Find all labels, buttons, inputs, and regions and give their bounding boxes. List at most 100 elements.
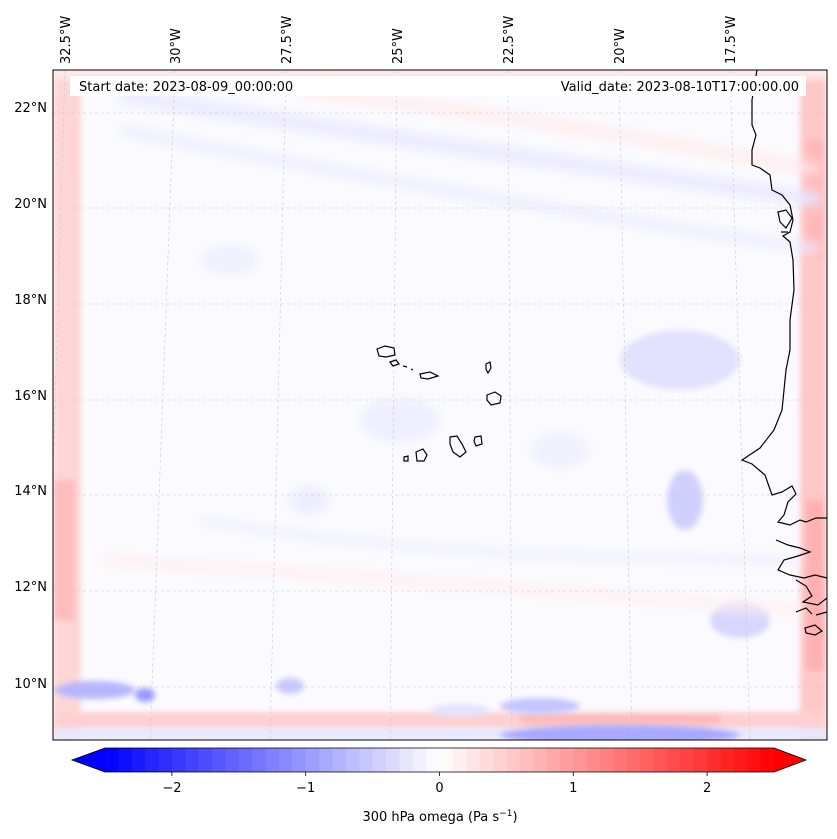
colorbar-tick-label: −1	[296, 781, 315, 796]
cape-verde-islands	[376, 345, 502, 462]
colorbar-cell	[533, 748, 548, 772]
colorbar-cell	[640, 748, 655, 772]
colorbar-cell	[479, 748, 494, 772]
lon-label: 20°W	[613, 28, 628, 64]
lon-label: 22.5°W	[502, 16, 517, 64]
lat-label: 12°N	[14, 580, 47, 595]
colorbar-cell	[506, 748, 521, 772]
colorbar-cell	[613, 748, 628, 772]
colorbar-max-extend	[774, 748, 806, 772]
colorbar-cell	[238, 748, 253, 772]
colorbar-cell	[225, 748, 240, 772]
colorbar-cell	[680, 748, 695, 772]
lon-label: 27.5°W	[280, 16, 295, 64]
longitude-labels: 32.5°W 30°W 27.5°W 25°W 22.5°W 20°W 17.5…	[59, 16, 739, 64]
colorbar-cell	[626, 748, 641, 772]
colorbar-tick-label: 2	[703, 781, 711, 796]
latitude-labels: 22°N 20°N 18°N 16°N 14°N 12°N 10°N	[14, 101, 47, 692]
colorbar-cell	[292, 748, 307, 772]
island-santa-luzia	[402, 365, 408, 368]
colorbar-tick-label: 0	[435, 781, 443, 796]
colorbar-cell	[105, 748, 119, 772]
colorbar-cell	[573, 748, 588, 772]
island-fogo	[415, 448, 428, 462]
omega-field	[53, 70, 827, 740]
omega-wave-bands	[99, 85, 821, 615]
lat-label: 18°N	[14, 293, 47, 308]
lat-label: 20°N	[14, 197, 47, 212]
island-brava	[403, 455, 409, 462]
lon-label: 25°W	[391, 28, 406, 64]
lat-label: 10°N	[14, 677, 47, 692]
colorbar-cell	[733, 748, 748, 772]
colorbar-cell	[426, 748, 441, 772]
west-africa-coastline	[740, 70, 827, 636]
island-sao-nicolau	[419, 371, 440, 380]
colorbar-cell	[760, 748, 775, 772]
map-panel: Start date: 2023-08-09_00:00:00 Valid_da…	[52, 69, 828, 741]
colorbar-tick-label: 1	[569, 781, 577, 796]
colorbar-cell	[345, 748, 360, 772]
colorbar-outline	[70, 747, 808, 773]
colorbar-cell	[185, 748, 200, 772]
map-background	[53, 70, 827, 740]
colorbar-cell	[720, 748, 735, 772]
colorbar-cell	[399, 748, 414, 772]
valid-date-label: Valid_date: 2023-08-10T17:00:00.00	[561, 80, 799, 95]
colorbar-cell	[747, 748, 762, 772]
colorbar-cell	[519, 748, 534, 772]
colorbar-cell	[546, 748, 561, 772]
map-frame	[52, 69, 828, 741]
lat-label: 16°N	[14, 389, 47, 404]
colorbar-cell	[666, 748, 681, 772]
colorbar-cell	[252, 748, 267, 772]
colorbar-cell	[131, 748, 146, 772]
colorbar: −2 −1 0 1 2 300 hPa omega (Pa s−1)	[70, 747, 808, 825]
omega-negative-features	[53, 330, 827, 740]
island-santiago	[449, 435, 467, 458]
colorbar-cell	[305, 748, 320, 772]
colorbar-cell	[385, 748, 400, 772]
island-sal	[485, 361, 492, 375]
colorbar-cell	[332, 748, 347, 772]
island-boa-vista	[486, 391, 502, 406]
lon-label: 32.5°W	[59, 16, 74, 64]
lat-label: 22°N	[14, 101, 47, 116]
islet	[410, 368, 414, 371]
island-santo-antao	[376, 345, 396, 358]
colorbar-cell	[198, 748, 213, 772]
colorbar-cell	[653, 748, 668, 772]
island-sao-vicente	[389, 359, 400, 367]
colorbar-cell	[439, 748, 454, 772]
lon-label: 17.5°W	[724, 16, 739, 64]
colorbar-cell	[171, 748, 186, 772]
date-header-bar	[70, 76, 806, 96]
colorbar-ticks: −2 −1 0 1 2	[162, 772, 711, 796]
colorbar-cell	[586, 748, 601, 772]
colorbar-cell	[466, 748, 481, 772]
colorbar-cell	[493, 748, 507, 772]
colorbar-cell	[319, 748, 334, 772]
colorbar-cell	[158, 748, 173, 772]
graticule	[53, 70, 827, 740]
colorbar-cell	[707, 748, 722, 772]
lat-label: 14°N	[14, 484, 47, 499]
colorbar-cell	[359, 748, 374, 772]
colorbar-min-extend	[72, 748, 105, 772]
colorbar-cell	[212, 748, 227, 772]
start-date-label: Start date: 2023-08-09_00:00:00	[79, 80, 293, 95]
colorbar-cells	[105, 748, 775, 772]
colorbar-cell	[559, 748, 574, 772]
colorbar-cell	[118, 748, 133, 772]
colorbar-cell	[452, 748, 467, 772]
lon-label: 30°W	[169, 28, 184, 64]
colorbar-cell	[600, 748, 615, 772]
colorbar-cell	[278, 748, 293, 772]
colorbar-tick-label: −2	[162, 781, 181, 796]
colorbar-label: 300 hPa omega (Pa s−1)	[362, 809, 517, 825]
colorbar-cell	[693, 748, 708, 772]
colorbar-cell	[265, 748, 280, 772]
colorbar-cell	[145, 748, 160, 772]
colorbar-cell	[372, 748, 387, 772]
